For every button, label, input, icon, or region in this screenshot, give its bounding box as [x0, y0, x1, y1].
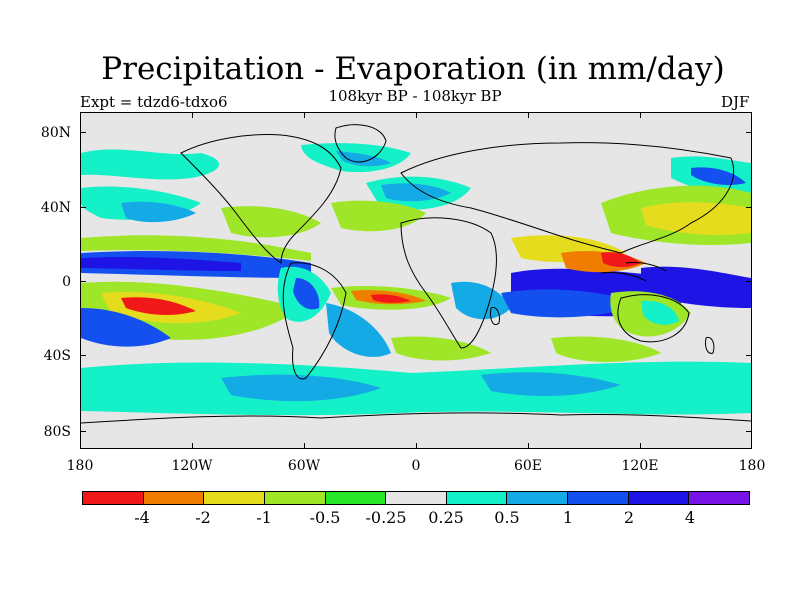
- colorbar-box: [83, 492, 144, 504]
- x-tick-label: 60W: [287, 458, 321, 474]
- season-label: DJF: [721, 93, 750, 111]
- y-tick-mark: [746, 281, 752, 282]
- field-region: [551, 336, 661, 362]
- field-region: [601, 252, 641, 268]
- field-region: [81, 256, 241, 271]
- colorbar-box: [628, 492, 690, 504]
- field-region: [293, 278, 320, 310]
- y-tick-mark: [80, 132, 86, 133]
- field-region: [371, 294, 411, 303]
- y-tick-mark: [80, 355, 86, 356]
- y-tick-label: 40S: [43, 348, 71, 364]
- colorbar-label: -0.5: [309, 508, 341, 527]
- colorbar-box: [386, 492, 447, 504]
- colorbar-label: -4: [134, 508, 150, 527]
- colorbar-box: [689, 492, 750, 504]
- x-tick-mark: [304, 112, 305, 118]
- x-tick-mark: [416, 112, 417, 118]
- colorbar-box: [325, 492, 387, 504]
- map-title: Precipitation - Evaporation (in mm/day): [101, 51, 725, 87]
- colorbar-label: 0.5: [494, 508, 520, 527]
- field-region: [331, 200, 426, 232]
- x-tick-label: 60E: [513, 458, 543, 474]
- field-region: [381, 183, 451, 202]
- field-region: [221, 374, 381, 402]
- y-tick-mark: [746, 207, 752, 208]
- field-region: [121, 201, 196, 223]
- colorbar-label: 4: [684, 508, 696, 527]
- experiment-label: Expt = tdzd6-tdxo6: [80, 93, 228, 111]
- field-region: [221, 206, 321, 238]
- colorbar: [82, 491, 750, 505]
- y-tick-mark: [746, 431, 752, 432]
- y-tick-mark: [80, 431, 86, 432]
- field-region: [81, 235, 311, 261]
- y-tick-label: 80S: [43, 424, 71, 440]
- colorbar-box: [507, 492, 569, 504]
- colorbar-label: -2: [195, 508, 211, 527]
- y-tick-label: 40N: [40, 200, 71, 216]
- field-region: [641, 300, 679, 325]
- x-tick-mark: [192, 112, 193, 118]
- field-region: [336, 151, 391, 167]
- x-tick-label: 0: [411, 458, 421, 474]
- colorbar-label: 0.25: [428, 508, 464, 527]
- map-subtitle: 108kyr BP - 108kyr BP: [328, 87, 502, 105]
- field-region: [451, 281, 511, 320]
- x-tick-mark: [640, 443, 641, 449]
- colorbar-box: [204, 492, 265, 504]
- x-tick-label: 120E: [621, 458, 659, 474]
- colorbar-label: 2: [623, 508, 635, 527]
- colorbar-label: -1: [256, 508, 272, 527]
- colorbar-box: [264, 492, 326, 504]
- y-tick-label: 80N: [40, 125, 71, 141]
- y-tick-mark: [746, 132, 752, 133]
- x-tick-mark: [528, 443, 529, 449]
- x-tick-mark: [640, 112, 641, 118]
- x-tick-label: 120W: [171, 458, 213, 474]
- x-tick-mark: [304, 443, 305, 449]
- x-tick-mark: [416, 443, 417, 449]
- field-layer: [81, 124, 751, 424]
- x-tick-mark: [528, 112, 529, 118]
- x-tick-mark: [751, 443, 752, 449]
- y-tick-mark: [80, 207, 86, 208]
- field-region: [81, 361, 751, 416]
- y-tick-label: 0: [62, 274, 71, 290]
- x-tick-label: 180: [66, 458, 94, 474]
- field-region: [326, 303, 391, 357]
- x-tick-mark: [80, 112, 81, 118]
- coastlines: [81, 124, 751, 424]
- colorbar-label: -0.25: [365, 508, 407, 527]
- colorbar-box: [446, 492, 508, 504]
- colorbar-box: [143, 492, 205, 504]
- field-region: [391, 336, 491, 361]
- field-region: [641, 202, 751, 236]
- y-tick-mark: [80, 281, 86, 282]
- x-tick-mark: [751, 112, 752, 118]
- field-region: [81, 308, 171, 347]
- x-tick-mark: [80, 443, 81, 449]
- field-region: [501, 289, 641, 318]
- field-region: [481, 372, 621, 397]
- colorbar-label: 1: [562, 508, 574, 527]
- x-tick-label: 180: [738, 458, 766, 474]
- y-tick-mark: [746, 355, 752, 356]
- map-panel: [80, 112, 752, 449]
- x-tick-mark: [192, 443, 193, 449]
- field-region: [121, 297, 196, 315]
- colorbar-box: [568, 492, 629, 504]
- field-region: [81, 149, 220, 180]
